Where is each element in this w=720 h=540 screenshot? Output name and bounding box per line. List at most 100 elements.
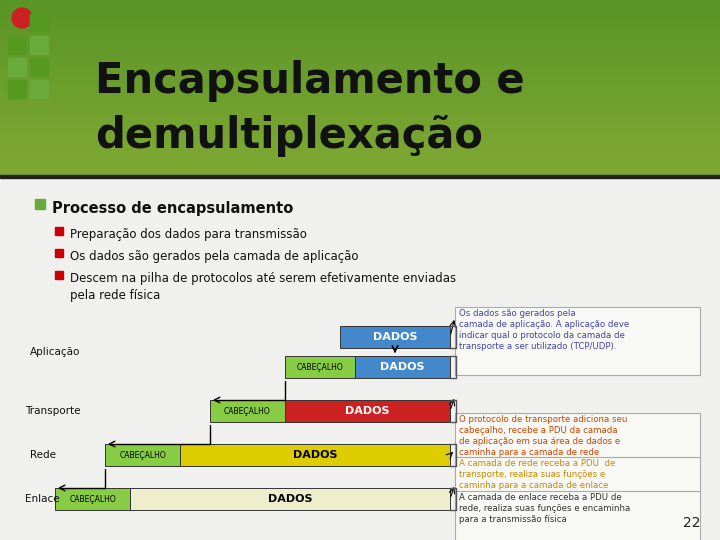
Bar [0,147,720,148]
Bar [0,99,720,100]
Bar [0,116,720,117]
Bar [0,102,720,103]
Text: DADOS: DADOS [373,332,418,342]
Bar [0,129,720,130]
Bar [30,36,48,54]
Bar [0,29,720,30]
Text: O protocolo de transporte adiciona seu
cabeçalho, recebe a PDU da camada
de apli: O protocolo de transporte adiciona seu c… [459,415,627,457]
Bar [0,155,720,156]
Bar [0,110,720,111]
Bar [0,72,720,73]
Bar [0,54,720,55]
Bar [0,67,720,68]
Bar [0,75,720,76]
Bar [0,97,720,98]
Bar [0,77,720,78]
Bar [0,10,720,11]
Bar [8,58,26,76]
Bar [0,58,720,59]
Text: Aplicação: Aplicação [30,347,81,357]
Text: Os dados são gerados pela camada de aplicação: Os dados são gerados pela camada de apli… [70,250,359,263]
Bar [8,80,26,98]
Bar [0,125,720,126]
Bar [0,3,720,4]
Bar [0,161,720,162]
Bar [55,271,63,279]
Bar [0,43,720,44]
Bar [0,131,720,132]
Bar [0,4,720,5]
Bar [0,1,720,2]
Bar [0,55,720,56]
Bar [0,80,720,81]
Bar [0,106,720,107]
Bar [0,82,720,83]
Bar [0,130,720,131]
Bar [0,21,720,22]
Bar [0,138,720,139]
Bar [0,171,720,172]
Bar [35,199,45,209]
Bar [0,98,720,99]
Text: Rede: Rede [30,450,56,460]
Bar [0,169,720,170]
Circle shape [12,8,32,28]
Bar [0,164,720,165]
Bar [0,115,720,116]
Bar [0,111,720,112]
Bar [0,149,720,150]
Text: Encapsulamento e: Encapsulamento e [95,60,525,102]
Bar [0,34,720,35]
Bar [0,156,720,157]
Bar [0,52,720,53]
Text: Enlace: Enlace [25,494,60,504]
Bar [0,63,720,64]
Bar [30,58,48,76]
Bar [0,135,720,136]
Bar [0,76,720,77]
Bar [0,141,720,142]
Text: Os dados são gerados pela
camada de aplicação. A aplicação deve
indicar qual o p: Os dados são gerados pela camada de apli… [459,309,629,352]
Bar [0,167,720,168]
Bar [0,57,720,58]
Bar [0,94,720,95]
Bar [0,126,720,127]
Bar [0,127,720,128]
Bar [0,8,720,9]
Bar [0,37,720,38]
Bar [0,90,720,91]
Bar [0,16,720,17]
Text: CABEÇALHO: CABEÇALHO [224,407,271,415]
Bar [0,178,720,540]
Bar [0,137,720,138]
Bar [0,87,720,88]
Bar [0,114,720,115]
Bar [0,158,720,159]
Bar [0,84,720,85]
Bar [455,413,700,483]
Bar [0,13,720,14]
Bar [285,356,355,378]
Bar [0,47,720,48]
Bar [55,249,63,257]
Bar [0,113,720,114]
Bar [0,154,720,155]
Bar [0,38,720,39]
Bar [210,400,285,422]
Bar [0,44,720,45]
Bar [0,170,720,171]
Bar [30,80,48,98]
Bar [0,119,720,120]
Bar [105,444,180,466]
Bar [0,49,720,50]
Bar [0,22,720,23]
Bar [30,14,48,32]
Bar [0,163,720,164]
Bar [0,112,720,113]
Bar [0,7,720,8]
Bar [0,96,720,97]
Bar [0,86,720,87]
Bar [0,19,720,20]
Text: DADOS: DADOS [293,450,337,460]
Bar [0,142,720,143]
